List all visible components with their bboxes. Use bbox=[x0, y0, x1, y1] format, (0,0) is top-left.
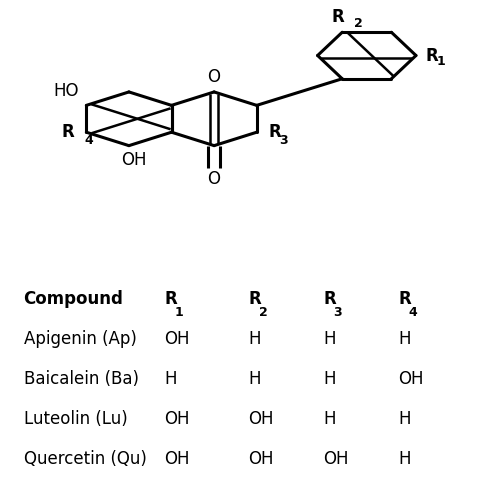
Text: H: H bbox=[249, 370, 261, 388]
Text: 2: 2 bbox=[259, 306, 267, 319]
Text: Quercetin (Qu): Quercetin (Qu) bbox=[23, 450, 146, 468]
Text: H: H bbox=[164, 370, 176, 388]
Text: 3: 3 bbox=[334, 306, 342, 319]
Text: H: H bbox=[323, 330, 336, 348]
Text: 4: 4 bbox=[84, 134, 93, 147]
Text: Apigenin (Ap): Apigenin (Ap) bbox=[23, 330, 136, 348]
Text: OH: OH bbox=[121, 152, 146, 170]
Text: R: R bbox=[425, 46, 438, 64]
Text: 2: 2 bbox=[354, 16, 363, 30]
Text: R: R bbox=[62, 123, 75, 141]
Text: 4: 4 bbox=[409, 306, 417, 319]
Text: O: O bbox=[207, 68, 221, 86]
Text: HO: HO bbox=[54, 82, 79, 100]
Text: Baicalein (Ba): Baicalein (Ba) bbox=[23, 370, 139, 388]
Text: OH: OH bbox=[164, 450, 190, 468]
Text: H: H bbox=[323, 410, 336, 428]
Text: 1: 1 bbox=[174, 306, 183, 319]
Text: Compound: Compound bbox=[23, 290, 123, 308]
Text: H: H bbox=[398, 330, 411, 348]
Text: OH: OH bbox=[164, 330, 190, 348]
Text: O: O bbox=[207, 170, 221, 188]
Text: H: H bbox=[323, 370, 336, 388]
Text: R: R bbox=[398, 290, 411, 308]
Text: H: H bbox=[249, 330, 261, 348]
Text: OH: OH bbox=[164, 410, 190, 428]
Text: OH: OH bbox=[323, 450, 349, 468]
Text: R: R bbox=[249, 290, 261, 308]
Text: OH: OH bbox=[249, 410, 274, 428]
Text: 3: 3 bbox=[279, 134, 288, 147]
Text: R: R bbox=[331, 8, 344, 26]
Text: R: R bbox=[269, 123, 281, 141]
Text: 1: 1 bbox=[436, 56, 445, 68]
Text: R: R bbox=[323, 290, 336, 308]
Text: Luteolin (Lu): Luteolin (Lu) bbox=[23, 410, 127, 428]
Text: H: H bbox=[398, 450, 411, 468]
Text: OH: OH bbox=[249, 450, 274, 468]
Text: H: H bbox=[398, 410, 411, 428]
Text: OH: OH bbox=[398, 370, 424, 388]
Text: R: R bbox=[164, 290, 177, 308]
